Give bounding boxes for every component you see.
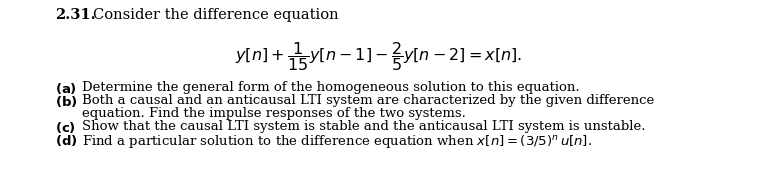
Text: $y[n] + \dfrac{1}{15}y[n-1] - \dfrac{2}{5}y[n-2] = x[n].$: $y[n] + \dfrac{1}{15}y[n-1] - \dfrac{2}{… (236, 40, 522, 73)
Text: Determine the general form of the homogeneous solution to this equation.: Determine the general form of the homoge… (82, 81, 580, 94)
Text: Show that the causal LTI system is stable and the anticausal LTI system is unsta: Show that the causal LTI system is stabl… (82, 120, 646, 133)
Text: $\mathbf{(c)}$: $\mathbf{(c)}$ (55, 120, 76, 135)
Text: Consider the difference equation: Consider the difference equation (93, 8, 339, 22)
Text: $\mathbf{(d)}$: $\mathbf{(d)}$ (55, 133, 77, 148)
Text: $\mathbf{(b)}$: $\mathbf{(b)}$ (55, 94, 77, 109)
Text: Find a particular solution to the difference equation when $x[n] = (3/5)^n\, u[n: Find a particular solution to the differ… (82, 133, 592, 150)
Text: equation. Find the impulse responses of the two systems.: equation. Find the impulse responses of … (82, 107, 466, 120)
Text: Both a causal and an anticausal LTI system are characterized by the given differ: Both a causal and an anticausal LTI syst… (82, 94, 654, 107)
Text: $\mathbf{(a)}$: $\mathbf{(a)}$ (55, 81, 77, 96)
Text: 2.31.: 2.31. (55, 8, 96, 22)
